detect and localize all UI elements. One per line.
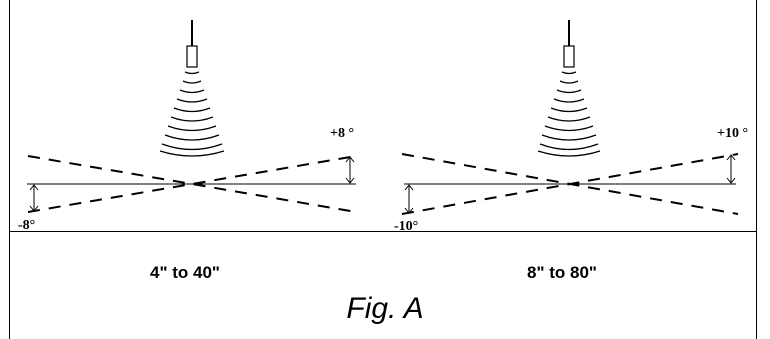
left-lower-angle-arrow (29, 184, 39, 212)
left-sensor-head (186, 45, 198, 68)
right-sensor-panel (401, 20, 739, 215)
left-lower-angle-label: -8° (18, 218, 36, 233)
left-up-beam (27, 155, 357, 213)
figure-frame (9, 0, 757, 339)
left-down-beam (27, 155, 357, 213)
right-upper-angle-label: +10 ° (717, 126, 749, 141)
panel-divider (9, 231, 757, 232)
left-upper-angle-arrow (345, 156, 355, 184)
right-range-label: 8" to 80" (527, 263, 597, 282)
right-upper-angle-arrow (726, 154, 736, 184)
right-sensor-head (563, 45, 575, 68)
right-up-beam (401, 153, 739, 215)
right-lower-angle-label: -10° (394, 219, 419, 234)
right-sound-waves (537, 71, 601, 157)
left-upper-angle-label: +8 ° (330, 126, 355, 141)
left-sensor-panel (27, 20, 357, 213)
figure-caption: Fig. A (346, 292, 424, 325)
left-sound-waves (159, 71, 225, 157)
right-lower-angle-arrow (404, 184, 414, 214)
left-range-label: 4" to 40" (150, 263, 220, 282)
